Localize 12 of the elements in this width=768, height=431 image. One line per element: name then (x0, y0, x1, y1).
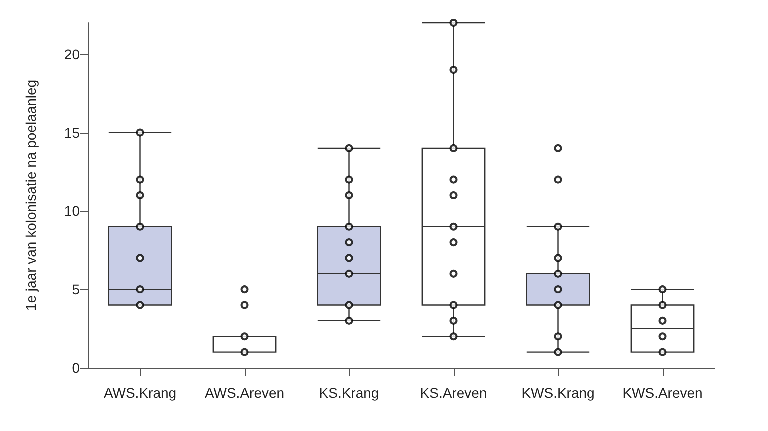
y-tick-label: 15 (64, 124, 80, 141)
x-tick-label: KS.Areven (420, 385, 488, 401)
x-tick-label: KWS.Areven (622, 385, 703, 401)
y-tick-label: 5 (72, 282, 80, 298)
x-tick-label: KWS.Krang (522, 385, 595, 401)
y-axis-title: 1e jaar van kolonisatie na poelaanleg (23, 80, 39, 312)
y-tick-label: 0 (72, 360, 80, 376)
x-tick-label: AWS.Krang (104, 385, 177, 401)
y-tick-label: 10 (64, 203, 80, 220)
y-tick-label: 20 (64, 46, 80, 62)
x-tick-label: KS.Krang (319, 385, 380, 401)
x-tick-label: AWS.Areven (204, 385, 285, 401)
